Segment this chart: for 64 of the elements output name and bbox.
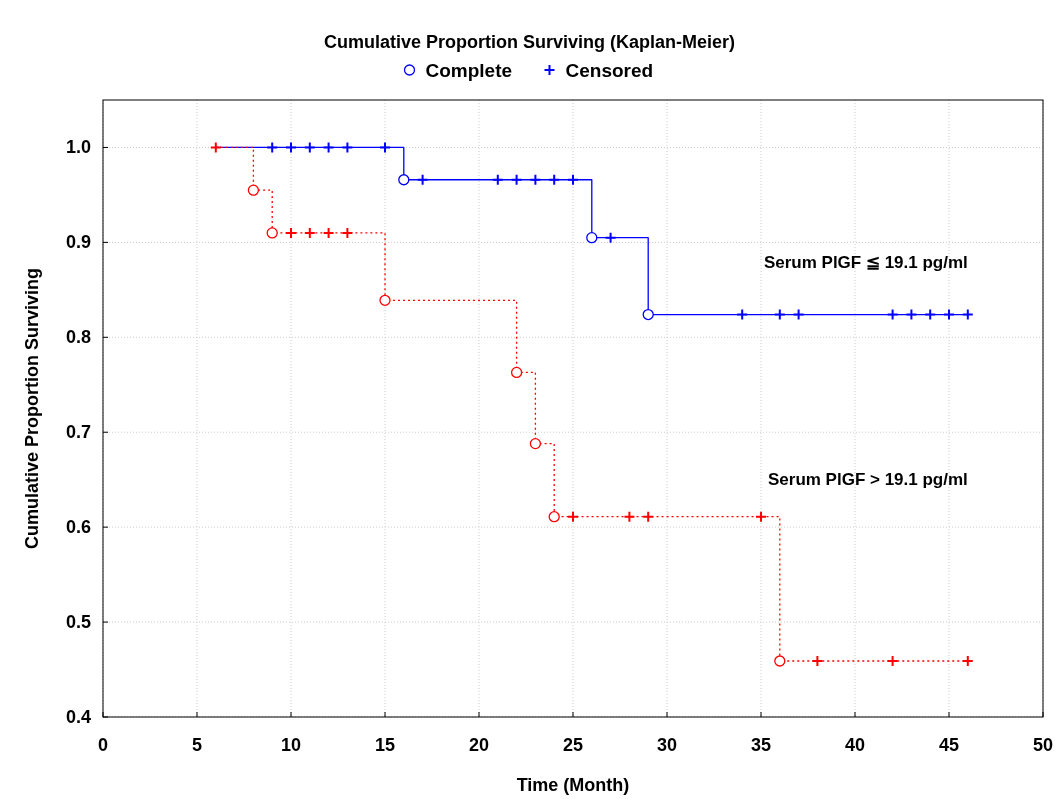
point bbox=[811, 655, 824, 667]
legend-label: Complete bbox=[425, 60, 513, 81]
point bbox=[510, 173, 523, 186]
point bbox=[209, 141, 222, 154]
point bbox=[586, 231, 598, 244]
point bbox=[341, 141, 354, 154]
point bbox=[303, 141, 316, 154]
point bbox=[774, 655, 786, 667]
chart-title: Cumulative Proportion Surviving (Kaplan-Meier) bbox=[323, 32, 736, 52]
point bbox=[491, 173, 504, 186]
point bbox=[642, 308, 654, 321]
x-tick-label: 10 bbox=[280, 735, 302, 755]
x-tick-label: 40 bbox=[844, 735, 866, 755]
point bbox=[604, 231, 617, 244]
point bbox=[398, 174, 410, 186]
x-tick-label: 45 bbox=[938, 735, 960, 755]
point bbox=[905, 308, 918, 321]
point bbox=[642, 510, 655, 523]
point bbox=[285, 141, 297, 154]
point bbox=[266, 141, 279, 154]
point bbox=[529, 437, 542, 450]
x-tick-label: 30 bbox=[656, 735, 678, 755]
y-tick-label: 0.6 bbox=[65, 517, 91, 538]
series-label: Serum PlGF > 19.1 pg/ml bbox=[767, 469, 968, 489]
y-tick-label: 0.8 bbox=[65, 327, 91, 348]
y-tick-label: 0.4 bbox=[65, 707, 91, 727]
x-axis-title: Time (Month) bbox=[516, 775, 630, 795]
legend-label: Censored bbox=[565, 60, 654, 81]
point bbox=[886, 308, 899, 321]
point bbox=[567, 510, 579, 523]
x-tick-label: 5 bbox=[191, 735, 203, 755]
point bbox=[736, 308, 749, 321]
point bbox=[416, 173, 429, 186]
point bbox=[548, 173, 561, 186]
point bbox=[943, 308, 955, 321]
point bbox=[510, 366, 523, 379]
y-axis-title: Cumulative Proportion Surviving bbox=[22, 267, 42, 550]
point bbox=[379, 294, 391, 306]
x-tick-label: 20 bbox=[468, 735, 490, 755]
text: Serum PlGF ≦ 19.1 pg/ml bbox=[763, 252, 968, 272]
x-tick-label: 35 bbox=[750, 735, 772, 755]
y-tick-label: 0.5 bbox=[65, 612, 91, 633]
y-tick-label: 0.9 bbox=[65, 232, 91, 253]
x-tick-label: 0 bbox=[97, 735, 109, 755]
point bbox=[247, 184, 260, 196]
point bbox=[548, 511, 560, 523]
y-tick-label: 1.0 bbox=[65, 137, 91, 158]
point bbox=[961, 655, 974, 667]
x-tick-label: 50 bbox=[1032, 735, 1054, 755]
point bbox=[529, 173, 542, 186]
point bbox=[886, 655, 899, 667]
point bbox=[322, 141, 335, 154]
y-tick-label: 0.7 bbox=[65, 422, 91, 443]
x-tick-label: 15 bbox=[374, 735, 396, 755]
point bbox=[266, 227, 278, 239]
x-tick-label: 25 bbox=[562, 735, 584, 755]
point bbox=[961, 308, 974, 321]
point bbox=[755, 510, 767, 523]
point bbox=[773, 308, 786, 321]
point bbox=[623, 510, 636, 523]
point bbox=[379, 141, 391, 154]
point bbox=[792, 308, 805, 321]
point bbox=[924, 308, 937, 321]
point bbox=[567, 173, 579, 186]
